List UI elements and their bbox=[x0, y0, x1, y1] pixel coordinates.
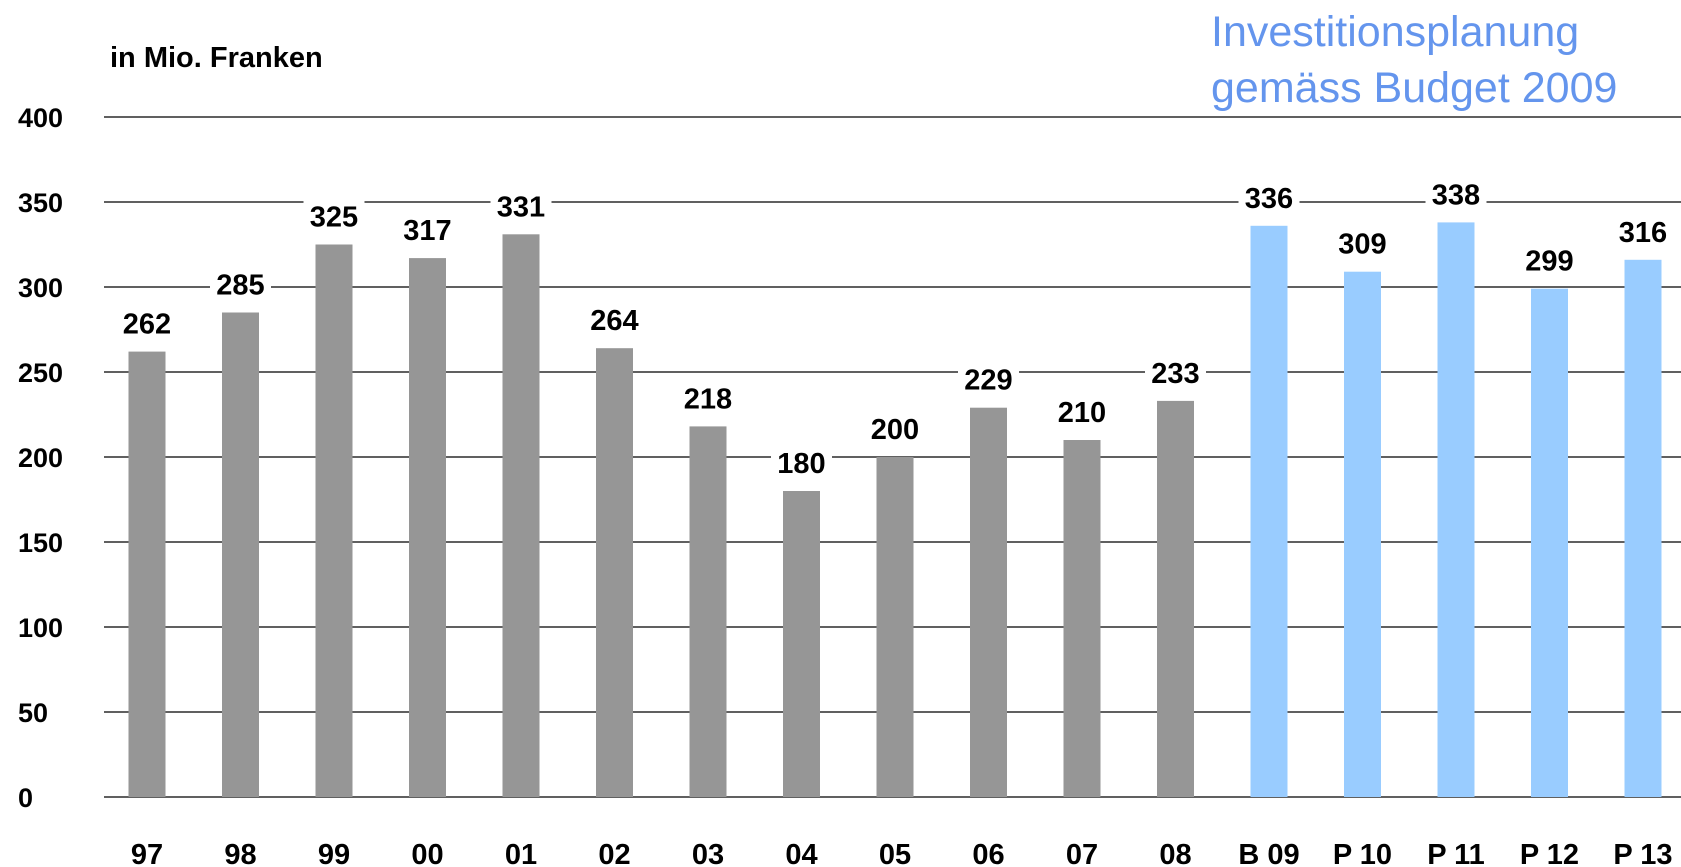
bar bbox=[409, 258, 446, 798]
data-label-background bbox=[1332, 225, 1393, 262]
data-label: 229 bbox=[964, 365, 1012, 397]
bar bbox=[596, 348, 633, 797]
data-label-background bbox=[210, 266, 271, 303]
x-tick-label: 04 bbox=[785, 839, 817, 867]
bar bbox=[689, 426, 727, 797]
data-label: 264 bbox=[590, 305, 638, 337]
data-label: 336 bbox=[1245, 183, 1293, 215]
data-label-background bbox=[864, 411, 926, 447]
y-tick-label: 300 bbox=[18, 273, 63, 303]
data-label-background bbox=[584, 302, 645, 339]
y-tick-label: 400 bbox=[18, 103, 63, 133]
bar bbox=[783, 491, 820, 797]
planning-annotation: Investitionsplanung gemäss Budget 2009 bbox=[1211, 4, 1681, 116]
data-label: 338 bbox=[1432, 179, 1480, 211]
bar bbox=[1157, 400, 1194, 797]
bar bbox=[970, 407, 1007, 797]
data-label-background bbox=[490, 188, 552, 225]
bar bbox=[315, 244, 353, 797]
data-label: 180 bbox=[777, 448, 825, 480]
x-tick-label: 07 bbox=[1066, 839, 1098, 867]
bar bbox=[502, 234, 540, 798]
data-label: 331 bbox=[497, 191, 545, 223]
data-label: 317 bbox=[403, 215, 451, 247]
data-label: 262 bbox=[123, 309, 171, 341]
y-tick-label: 350 bbox=[18, 188, 63, 218]
x-tick-label: 06 bbox=[972, 839, 1004, 867]
x-tick-label: 00 bbox=[411, 839, 443, 867]
y-tick-label: 0 bbox=[18, 783, 33, 813]
x-tick-label: 99 bbox=[318, 839, 350, 867]
y-tick-label: 50 bbox=[18, 698, 48, 728]
data-label: 210 bbox=[1058, 397, 1106, 429]
data-label: 316 bbox=[1619, 217, 1667, 249]
bar bbox=[1624, 259, 1662, 797]
data-label-background bbox=[1051, 394, 1113, 430]
data-label-background bbox=[303, 198, 365, 235]
data-label: 325 bbox=[310, 202, 358, 234]
data-label-background bbox=[958, 361, 1019, 398]
annotation-line-1: Investitionsplanung bbox=[1211, 8, 1580, 56]
data-label-background bbox=[1519, 242, 1580, 279]
x-tick-label: 05 bbox=[879, 839, 911, 867]
data-label-background bbox=[771, 445, 832, 481]
bar bbox=[1344, 271, 1381, 797]
x-tick-label: P 13 bbox=[1613, 839, 1672, 867]
data-label: 309 bbox=[1338, 229, 1386, 261]
data-label-background bbox=[1145, 354, 1206, 391]
data-label: 233 bbox=[1151, 358, 1199, 390]
annotation-line-2: gemäss Budget 2009 bbox=[1211, 64, 1618, 112]
bar bbox=[128, 351, 166, 797]
y-axis-unit-label: in Mio. Franken bbox=[110, 42, 323, 74]
y-tick-label: 150 bbox=[18, 528, 63, 558]
y-tick-label: 100 bbox=[18, 613, 63, 643]
bar bbox=[876, 457, 914, 797]
bar bbox=[1531, 288, 1568, 797]
x-tick-label: 03 bbox=[692, 839, 724, 867]
y-tick-label: 250 bbox=[18, 358, 63, 388]
x-tick-label: 98 bbox=[224, 839, 256, 867]
bar bbox=[1437, 222, 1475, 797]
data-label-background bbox=[1238, 179, 1300, 216]
data-label: 299 bbox=[1525, 246, 1573, 278]
x-tick-label: 08 bbox=[1159, 839, 1191, 867]
x-tick-label: P 10 bbox=[1333, 839, 1392, 867]
x-tick-label: P 11 bbox=[1427, 839, 1485, 867]
bar bbox=[1250, 225, 1288, 798]
data-label-background bbox=[397, 212, 458, 249]
x-tick-label: B 09 bbox=[1238, 839, 1299, 867]
y-tick-label: 200 bbox=[18, 443, 63, 473]
y-tick-labels: 0 50 100 150 200 250 300 350 400 bbox=[18, 103, 63, 813]
x-tick-label: 97 bbox=[131, 839, 163, 867]
data-label: 218 bbox=[684, 383, 732, 415]
data-label-background bbox=[1425, 176, 1487, 213]
bar bbox=[222, 312, 259, 797]
x-tick-labels: 97 98 99 00 01 02 03 04 05 06 07 08 B 09 P 10 P 11 P 12… bbox=[131, 839, 1673, 867]
x-tick-label: 02 bbox=[598, 839, 630, 867]
x-tick-label: P 12 bbox=[1520, 839, 1579, 867]
data-label-background bbox=[116, 305, 178, 342]
data-label-background bbox=[677, 380, 739, 417]
data-label: 285 bbox=[216, 270, 264, 302]
data-label: 200 bbox=[871, 414, 919, 446]
data-label-background bbox=[1612, 213, 1674, 250]
x-tick-label: 01 bbox=[505, 839, 537, 867]
bar bbox=[1063, 440, 1101, 797]
bars: 262 285 325 317 331 264 218 180 200 229 210 233 336 3… bbox=[116, 176, 1674, 798]
